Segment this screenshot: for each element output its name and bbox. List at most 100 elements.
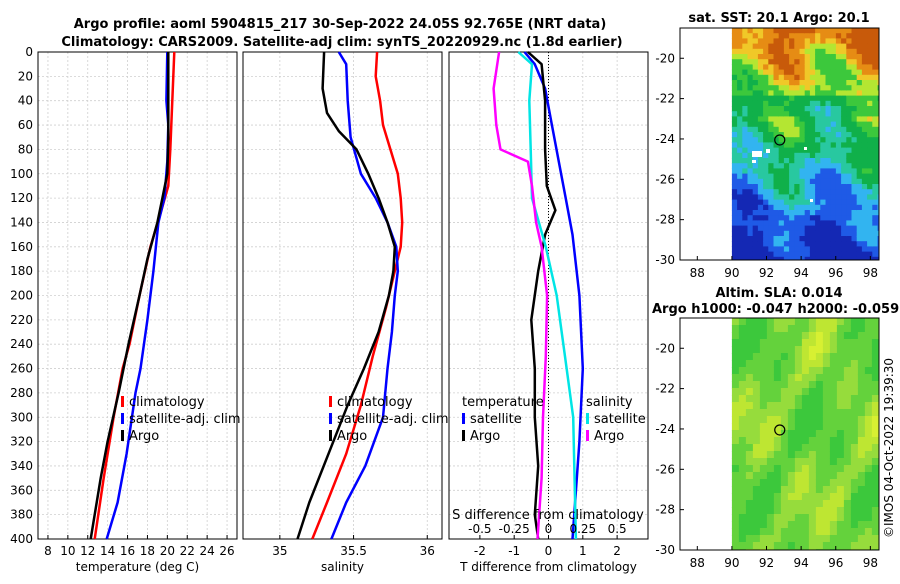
map-cell [825, 100, 832, 107]
map-cell [861, 90, 868, 97]
map-cell [809, 189, 816, 195]
map-cell [846, 251, 853, 258]
map-cell [815, 100, 821, 107]
map-cell [804, 210, 811, 216]
map-cell [768, 85, 775, 91]
map-cell [789, 158, 795, 164]
map-cell [759, 339, 768, 347]
map-cell [850, 416, 859, 424]
map-cell [742, 43, 749, 50]
map-cell [778, 168, 785, 175]
map-cell [825, 95, 832, 102]
map-cell [731, 542, 740, 550]
map-cell [815, 236, 821, 242]
map-cell [815, 374, 824, 382]
map-cell [851, 54, 858, 60]
map-cell [759, 402, 768, 410]
map-cell [843, 514, 852, 522]
map-cell [825, 204, 832, 211]
map-cell [850, 528, 859, 536]
map-cell [747, 225, 754, 232]
map-cell [757, 95, 764, 102]
difference-panel: -2 -1 0 1 2T difference from climatologytemp… [448, 51, 649, 574]
map-cell [877, 64, 879, 71]
map-cell [742, 80, 749, 86]
map-cell [871, 444, 879, 452]
map-cell [768, 95, 775, 102]
x-tick-label: 1 [579, 544, 587, 558]
x-tick-label: 8 [44, 544, 52, 558]
map-cell [867, 28, 873, 34]
map-cell [867, 106, 873, 112]
map-cell [846, 230, 853, 237]
map-cell [867, 194, 873, 201]
map-cell [763, 173, 769, 180]
map-cell [738, 451, 747, 459]
map-cell [820, 95, 827, 102]
map-cell [738, 444, 747, 452]
map-cell [752, 121, 759, 128]
map-cell [846, 28, 853, 34]
map-cell [872, 38, 879, 45]
map-cell [830, 184, 837, 190]
map-cell [773, 43, 780, 50]
y-tick-label: -30 [655, 543, 675, 557]
map-cell [773, 451, 782, 459]
map-cell [773, 132, 780, 138]
map-cell [861, 28, 868, 34]
map-cell [804, 48, 811, 55]
map-cell [745, 402, 754, 410]
map-cell [759, 479, 768, 487]
map-cell [856, 241, 863, 247]
map-cell [867, 80, 873, 86]
map-cell [731, 80, 738, 86]
map-cell [815, 95, 821, 102]
map-cell [846, 43, 853, 50]
map-cell [835, 220, 842, 227]
y-tick-label: -20 [655, 51, 675, 65]
map-cell [822, 339, 831, 347]
map-cell [871, 395, 879, 403]
map-cell [820, 173, 827, 180]
map-cell [768, 74, 775, 81]
map-cell [731, 367, 740, 375]
map-cell [757, 43, 764, 50]
map-cell [815, 59, 821, 65]
map-cell [752, 225, 759, 232]
map-cell [766, 332, 775, 340]
map-cell [877, 90, 879, 97]
map-cell [825, 132, 832, 138]
map-cell [759, 353, 768, 361]
map-cell [841, 204, 847, 211]
map-cell [752, 59, 759, 65]
map-cell [747, 173, 754, 180]
map-cell [861, 184, 868, 190]
map-cell [738, 388, 747, 396]
map-cell [851, 116, 858, 123]
map-cell [836, 332, 845, 340]
map-cell [783, 116, 790, 123]
map-cell [778, 246, 785, 253]
map-cell [856, 28, 863, 34]
map-cell [846, 69, 853, 76]
map-cell [877, 106, 879, 112]
map-cell [856, 173, 863, 180]
map-cell [809, 199, 816, 206]
map-cell [752, 69, 759, 76]
map-cell [857, 521, 866, 529]
x-tick-label: 98 [863, 556, 878, 570]
map-cell [809, 132, 816, 138]
map-cell [809, 251, 816, 258]
map-cell [773, 256, 780, 260]
map-cell [857, 444, 866, 452]
map-cell [872, 121, 879, 128]
y-tick-label: -30 [655, 253, 675, 267]
map-cell [830, 236, 837, 242]
map-cell [850, 409, 859, 417]
map-cell [851, 168, 858, 175]
map-cell [877, 74, 879, 81]
map-cell [742, 168, 749, 175]
map-cell [872, 246, 879, 253]
map-cell [766, 360, 775, 368]
map-cell [872, 163, 879, 169]
